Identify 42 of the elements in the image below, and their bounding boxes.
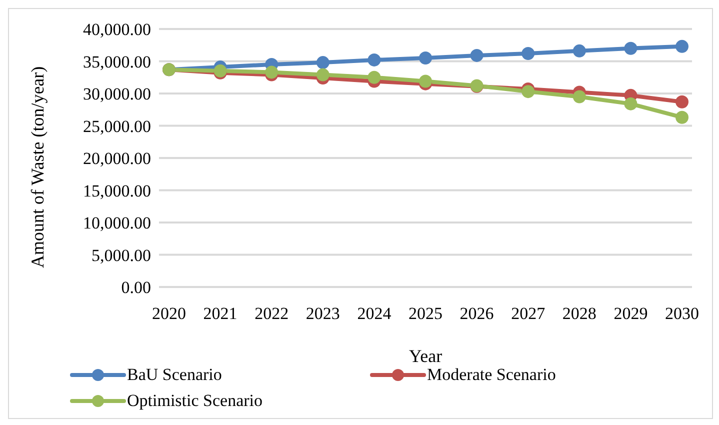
x-tick-label: 2029 <box>614 304 648 324</box>
y-tick-label: 35,000.00 <box>83 52 151 72</box>
point <box>316 68 330 82</box>
point <box>676 95 688 108</box>
x-tick-label: 2021 <box>203 304 238 324</box>
y-tick-label: 30,000.00 <box>83 84 151 104</box>
x-tick-label: 2030 <box>665 304 699 324</box>
y-tick-label: 10,000.00 <box>83 214 151 233</box>
x-tick-label: 2024 <box>357 304 392 324</box>
x-tick-label: 2026 <box>460 304 494 324</box>
legend-label: BaU Scenario <box>127 365 222 385</box>
y-tick-label: 5,000.00 <box>92 246 151 265</box>
point <box>368 70 381 84</box>
point <box>522 85 535 98</box>
x-tick-label: 2022 <box>254 304 289 324</box>
point <box>522 47 535 60</box>
y-tick-label: 25,000.00 <box>83 116 151 136</box>
y-tick-label: 40,000.00 <box>83 20 151 40</box>
x-tick-label: 2025 <box>408 304 442 324</box>
y-tick-label: 0.00 <box>121 278 151 298</box>
x-tick-label: 2028 <box>562 304 596 324</box>
y-tick-label: 15,000.00 <box>83 181 151 200</box>
point <box>572 90 586 104</box>
y-tick-label: 20,000.00 <box>83 149 151 168</box>
legend-label: Optimistic Scenario <box>127 391 263 411</box>
y-axis-title: Amount of Waste (ton/year) <box>27 66 48 268</box>
point <box>676 110 688 124</box>
point <box>624 42 638 55</box>
x-tick-label: 2020 <box>152 304 186 324</box>
point <box>419 74 432 88</box>
point <box>572 44 586 58</box>
x-tick-label: 2023 <box>306 304 340 324</box>
x-tick-label: 2027 <box>511 304 546 324</box>
point <box>265 66 278 79</box>
point <box>676 40 688 53</box>
point <box>368 53 381 66</box>
point <box>470 48 484 62</box>
legend-label: Moderate Scenario <box>427 365 556 385</box>
point <box>419 52 432 65</box>
point <box>316 56 330 70</box>
x-axis-title: Year <box>408 346 442 366</box>
point <box>624 97 638 110</box>
